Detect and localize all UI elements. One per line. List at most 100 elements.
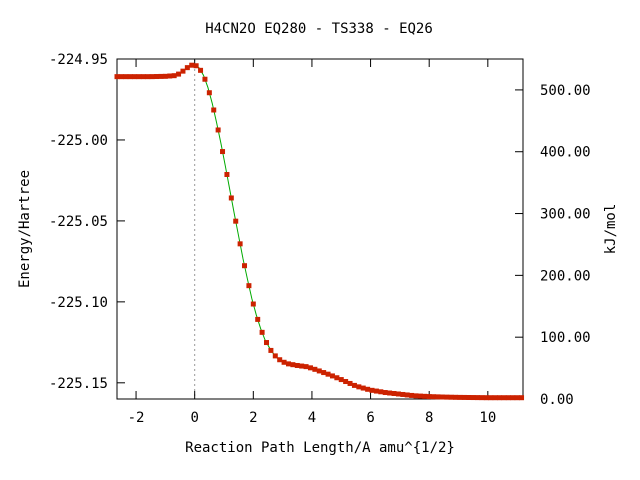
data-point [171,73,177,79]
y-tick-label: -225.15 [49,376,108,392]
data-point [154,74,160,80]
data-point [347,380,353,386]
data-point [246,283,252,289]
data-point [228,195,234,201]
data-point [334,375,340,381]
data-point [268,347,274,353]
x-tick-label: 6 [366,410,374,426]
data-point [439,394,445,400]
data-point [501,395,507,401]
data-point [356,384,362,390]
chart-title: H4CN2O EQ280 - TS338 - EQ26 [205,21,433,37]
data-point [237,241,243,247]
x-tick-label: 2 [249,410,257,426]
data-point [343,379,349,385]
y-tick-label: -225.10 [49,295,108,311]
data-point [387,390,393,396]
data-point [294,362,300,368]
data-point [167,73,173,79]
data-point [193,63,199,69]
data-point [369,387,375,393]
plot-area [116,58,524,400]
y-axis-label: Energy/Hartree [17,170,33,288]
x-axis-ticks: -2 0 2 4 6 8 10 [128,59,496,426]
data-point [378,389,384,395]
data-point [488,395,494,401]
data-point [492,395,498,401]
data-point [189,62,195,68]
data-point [299,363,305,369]
data-point [277,357,283,363]
data-point [132,74,138,80]
data-point [118,74,124,80]
data-point [373,388,379,394]
data-point [206,90,212,96]
x-tick-label: 4 [308,410,316,426]
data-point [198,67,204,73]
data-point [290,362,296,368]
data-point [259,329,265,335]
data-point [162,73,168,79]
data-point [136,74,142,80]
data-point [351,382,357,388]
data-point [158,73,164,79]
x-axis-label: Reaction Path Length/A amu^{1/2} [185,440,455,456]
data-point [281,359,287,365]
series-line [117,64,523,399]
data-point [497,395,503,401]
y2-tick-label: 400.00 [540,145,591,161]
data-point [215,127,221,133]
y2-tick-label: 500.00 [540,83,591,99]
data-point [140,74,146,80]
data-point [417,393,423,399]
data-point [426,394,432,400]
y2-axis-ticks: 500.00 400.00 300.00 200.00 100.00 0.00 [515,83,591,408]
data-point [365,386,371,392]
data-point [395,391,401,397]
data-point [114,74,120,80]
y2-tick-label: 300.00 [540,207,591,223]
x-tick-label: 0 [190,410,198,426]
x-tick-label: 10 [479,410,496,426]
data-point [382,390,388,396]
data-point [250,301,256,307]
data-point [325,371,331,377]
data-point [127,74,133,80]
data-point [510,395,516,401]
data-point [519,395,525,401]
data-point [202,76,208,82]
data-point [180,68,186,74]
data-point [431,394,437,400]
data-point [461,394,467,400]
data-point [475,395,481,401]
data-point [255,316,261,322]
x-tick-label: -2 [128,410,145,426]
data-point [145,74,151,80]
data-point [400,391,406,397]
data-point [453,394,459,400]
y2-axis-label: kJ/mol [603,204,619,255]
data-point [220,149,226,155]
data-point [514,395,520,401]
y2-tick-label: 100.00 [540,330,591,346]
y-axis-ticks: -224.95 -225.00 -225.05 -225.10 -225.15 [49,52,125,392]
data-point [483,395,489,401]
data-point [329,373,335,379]
data-point [444,394,450,400]
data-point [264,340,270,346]
data-point [466,394,472,400]
data-point [505,395,511,401]
data-point [242,263,248,269]
data-point [422,393,428,399]
data-point [479,395,485,401]
data-point [435,394,441,400]
data-point [272,353,278,359]
data-point [321,370,327,376]
data-point [391,390,397,396]
data-point [303,364,309,370]
data-point [285,361,291,367]
y-tick-label: -225.05 [49,214,108,230]
y2-tick-label: 200.00 [540,268,591,284]
data-point [312,366,318,372]
